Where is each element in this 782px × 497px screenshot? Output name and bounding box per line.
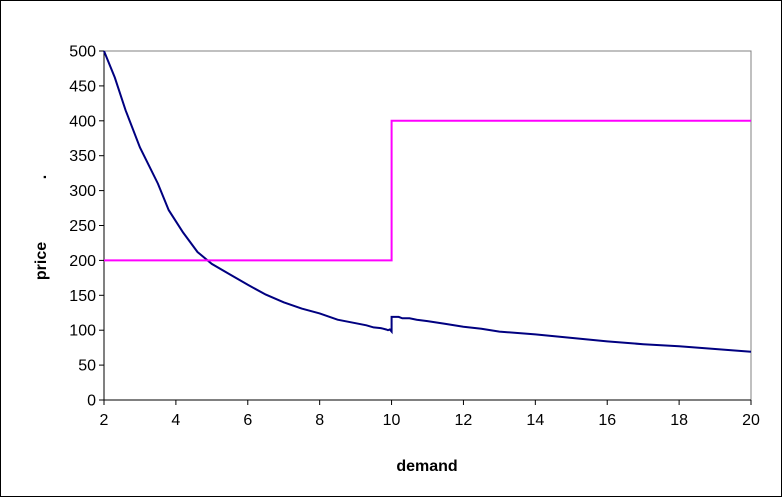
y-tick-label: 50 xyxy=(78,358,96,375)
y-tick-label: 350 xyxy=(69,148,96,165)
x-tick-label: 10 xyxy=(383,412,401,429)
x-axis-title: demand xyxy=(396,458,457,475)
y-axis-title-mark: . xyxy=(33,175,50,179)
y-tick-label: 100 xyxy=(69,323,96,340)
y-tick-label: 400 xyxy=(69,113,96,130)
plot-area-border xyxy=(104,51,751,400)
x-axis-ticks: 2 4 6 8 10 12 14 16 18 20 xyxy=(100,400,760,429)
x-tick-label: 6 xyxy=(243,412,252,429)
y-axis-ticks: 0 50 100 150 200 250 300 350 400 450 500 xyxy=(69,44,104,410)
y-tick-label: 450 xyxy=(69,78,96,95)
y-tick-label: 200 xyxy=(69,253,96,270)
series-line-2 xyxy=(104,121,751,261)
x-tick-label: 2 xyxy=(100,412,109,429)
series-lines xyxy=(104,51,751,352)
x-tick-label: 14 xyxy=(526,412,544,429)
x-tick-label: 12 xyxy=(455,412,473,429)
x-tick-label: 8 xyxy=(315,412,324,429)
y-axis-title: price xyxy=(33,242,50,280)
y-tick-label: 0 xyxy=(87,393,96,410)
y-tick-label: 250 xyxy=(69,218,96,235)
y-tick-label: 150 xyxy=(69,288,96,305)
x-tick-label: 16 xyxy=(598,412,616,429)
x-tick-label: 18 xyxy=(670,412,688,429)
x-tick-label: 4 xyxy=(171,412,180,429)
y-tick-label: 300 xyxy=(69,183,96,200)
series-line-1 xyxy=(104,51,751,352)
y-tick-label: 500 xyxy=(69,44,96,61)
x-tick-label: 20 xyxy=(742,412,760,429)
plot-area xyxy=(104,51,751,400)
